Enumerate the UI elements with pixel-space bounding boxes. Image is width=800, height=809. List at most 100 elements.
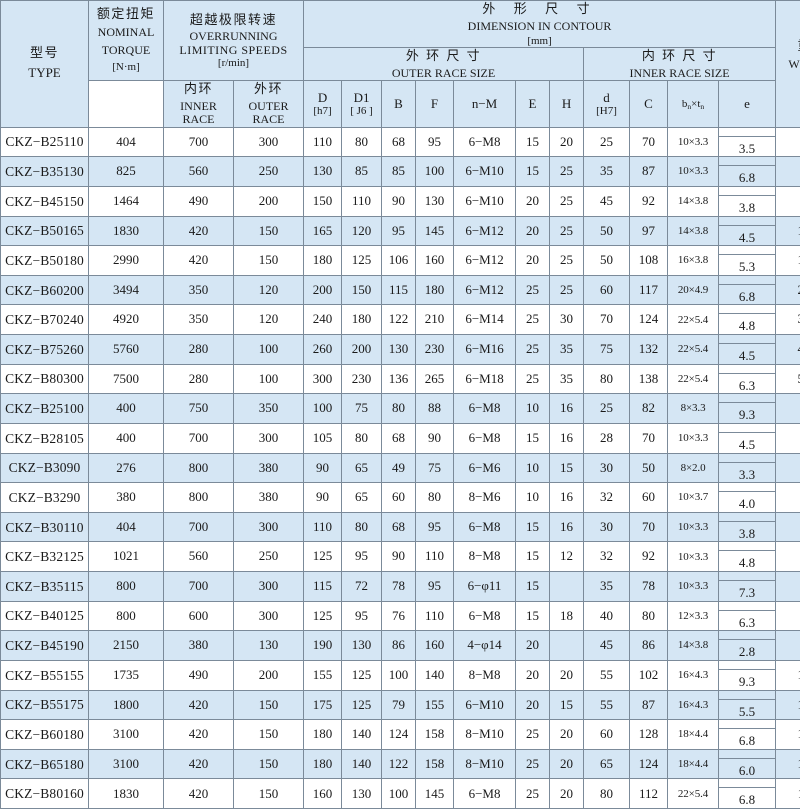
- cell-E: 25: [516, 749, 550, 779]
- cell-e: 5.5: [719, 690, 776, 720]
- cell-inner-race-speed: 280: [164, 364, 234, 394]
- cell-bn-x-tn: 14×3.8: [668, 631, 719, 661]
- cell-D: 180: [304, 720, 342, 750]
- header-type-en: TYPE: [1, 64, 88, 83]
- cell-bn-x-tn: 14×3.8: [668, 186, 719, 216]
- cell-outer-race-speed: 200: [234, 186, 304, 216]
- cell-weight: 3.91: [776, 512, 800, 542]
- cell-n-M: 6−M8: [454, 394, 516, 424]
- cell-e: 4.0: [719, 483, 776, 513]
- cell-inner-race-speed: 420: [164, 216, 234, 246]
- cell-n-M: 8−M8: [454, 660, 516, 690]
- cell-bn-x-tn: 22×5.4: [668, 779, 719, 809]
- cell-F: 158: [416, 720, 454, 750]
- header-weight-unit: [kg]: [776, 74, 800, 90]
- cell-C: 60: [630, 483, 668, 513]
- header-nominal-torque: 额定扭矩 NOMINAL TORQUE [N·m]: [89, 1, 164, 81]
- cell-E: 25: [516, 720, 550, 750]
- cell-H: 20: [550, 660, 584, 690]
- cell-nominal-torque: 800: [89, 572, 164, 602]
- header-col-D: D [h7]: [304, 81, 342, 127]
- cell-F: 110: [416, 542, 454, 572]
- cell-inner-race-speed: 420: [164, 779, 234, 809]
- cell-B: 90: [382, 542, 416, 572]
- cell-F: 265: [416, 364, 454, 394]
- cell-n-M: 6−M16: [454, 335, 516, 365]
- cell-bn-x-tn: 22×5.4: [668, 335, 719, 365]
- cell-type: CKZ−B25100: [1, 394, 89, 424]
- cell-inner-race-speed: 800: [164, 453, 234, 483]
- header-inner-race-size-cn: 内 环 尺 寸: [584, 48, 775, 67]
- cell-bn-x-tn: 16×3.8: [668, 246, 719, 276]
- header-col-D1: D1 [ J6 ]: [342, 81, 382, 127]
- cell-bn-x-tn: 14×3.8: [668, 216, 719, 246]
- cell-C: 117: [630, 275, 668, 305]
- cell-H: 15: [550, 690, 584, 720]
- cell-nominal-torque: 1464: [89, 186, 164, 216]
- cell-H: 25: [550, 275, 584, 305]
- cell-d: 30: [584, 453, 630, 483]
- cell-H: 16: [550, 483, 584, 513]
- cell-e-value: 6.3: [719, 610, 776, 631]
- cell-H: 20: [550, 749, 584, 779]
- header-col-B: B: [382, 81, 416, 127]
- cell-C: 70: [630, 127, 668, 157]
- header-col-H: H: [550, 81, 584, 127]
- cell-B: 68: [382, 512, 416, 542]
- cell-D1: 140: [342, 720, 382, 750]
- cell-inner-race-speed: 700: [164, 423, 234, 453]
- cell-D: 260: [304, 335, 342, 365]
- header-weight-cn: 重量: [776, 38, 800, 57]
- cell-e: 9.3: [719, 394, 776, 424]
- cell-E: 15: [516, 542, 550, 572]
- cell-D: 90: [304, 453, 342, 483]
- cell-outer-race-speed: 380: [234, 453, 304, 483]
- header-col-d-tolerance: [H7]: [584, 105, 629, 117]
- cell-bn-x-tn: 10×3.3: [668, 423, 719, 453]
- cell-inner-race-speed: 420: [164, 749, 234, 779]
- cell-D: 115: [304, 572, 342, 602]
- cell-e-value: 3.3: [719, 462, 776, 483]
- cell-d: 35: [584, 572, 630, 602]
- cell-weight: 9.69: [776, 186, 800, 216]
- header-torque-en2: TORQUE: [89, 42, 163, 59]
- cell-weight: 22.02: [776, 275, 800, 305]
- cell-inner-race-speed: 490: [164, 660, 234, 690]
- cell-bn-x-tn: 10×3.3: [668, 127, 719, 157]
- cell-d: 55: [584, 690, 630, 720]
- cell-e-value: 9.3: [719, 669, 776, 690]
- cell-outer-race-speed: 300: [234, 423, 304, 453]
- cell-e-value: 6.3: [719, 373, 776, 394]
- cell-bn-x-tn: 20×4.9: [668, 275, 719, 305]
- cell-outer-race-speed: 150: [234, 720, 304, 750]
- cell-d: 55: [584, 660, 630, 690]
- header-inner-race-speed-en1: INNER: [164, 100, 233, 113]
- cell-type: CKZ−B55155: [1, 660, 89, 690]
- cell-H: 25: [550, 246, 584, 276]
- cell-C: 70: [630, 423, 668, 453]
- cell-e: 3.8: [719, 186, 776, 216]
- cell-F: 155: [416, 690, 454, 720]
- cell-outer-race-speed: 150: [234, 216, 304, 246]
- cell-inner-race-speed: 560: [164, 542, 234, 572]
- cell-D1: 125: [342, 690, 382, 720]
- cell-e: 4.8: [719, 542, 776, 572]
- header-dimension: 外 形 尺 寸 DIMENSION IN CONTOUR [mm]: [304, 1, 776, 48]
- cell-bn-x-tn: 22×5.4: [668, 305, 719, 335]
- cell-weight: 11.42: [776, 779, 800, 809]
- cell-type: CKZ−B28105: [1, 423, 89, 453]
- cell-weight: 6.53: [776, 542, 800, 572]
- cell-e: 6.8: [719, 275, 776, 305]
- cell-D1: 65: [342, 483, 382, 513]
- cell-bn-x-tn: 10×3.3: [668, 542, 719, 572]
- cell-e: 3.8: [719, 512, 776, 542]
- cell-d: 50: [584, 216, 630, 246]
- cell-outer-race-speed: 250: [234, 157, 304, 187]
